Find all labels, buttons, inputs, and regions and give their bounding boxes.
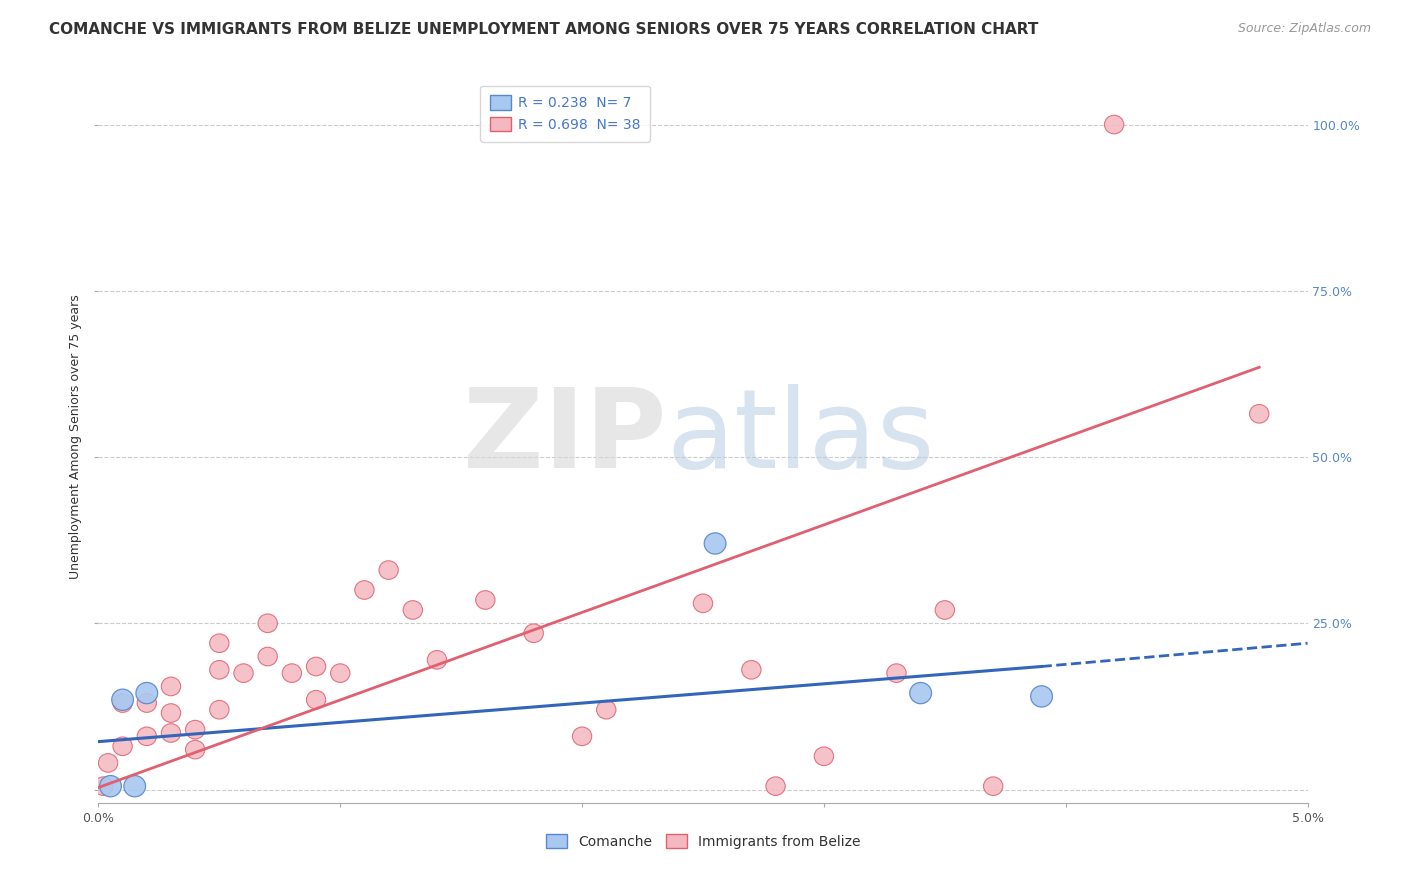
Ellipse shape <box>307 657 326 676</box>
Ellipse shape <box>935 600 955 619</box>
Ellipse shape <box>259 648 277 665</box>
Ellipse shape <box>209 700 229 719</box>
Ellipse shape <box>380 561 398 580</box>
Text: ZIP: ZIP <box>464 384 666 491</box>
Ellipse shape <box>138 694 156 713</box>
Ellipse shape <box>1105 115 1123 134</box>
Ellipse shape <box>404 600 422 619</box>
Ellipse shape <box>259 614 277 632</box>
Text: atlas: atlas <box>666 384 935 491</box>
Ellipse shape <box>100 775 121 797</box>
Ellipse shape <box>742 660 761 679</box>
Ellipse shape <box>814 747 834 765</box>
Text: COMANCHE VS IMMIGRANTS FROM BELIZE UNEMPLOYMENT AMONG SENIORS OVER 75 YEARS CORR: COMANCHE VS IMMIGRANTS FROM BELIZE UNEMP… <box>49 22 1039 37</box>
Ellipse shape <box>111 690 134 710</box>
Ellipse shape <box>209 634 229 653</box>
Ellipse shape <box>1250 404 1268 423</box>
Ellipse shape <box>1031 686 1053 707</box>
Ellipse shape <box>910 682 932 704</box>
Ellipse shape <box>162 704 180 723</box>
Ellipse shape <box>138 727 156 746</box>
Ellipse shape <box>427 650 447 669</box>
Ellipse shape <box>186 740 205 759</box>
Ellipse shape <box>524 624 543 642</box>
Ellipse shape <box>596 700 616 719</box>
Ellipse shape <box>124 775 146 797</box>
Ellipse shape <box>209 660 229 679</box>
Ellipse shape <box>283 664 301 682</box>
Ellipse shape <box>704 533 725 554</box>
Ellipse shape <box>136 682 157 704</box>
Ellipse shape <box>162 677 180 696</box>
Ellipse shape <box>475 591 495 609</box>
Ellipse shape <box>330 664 350 682</box>
Ellipse shape <box>354 581 374 599</box>
Legend: Comanche, Immigrants from Belize: Comanche, Immigrants from Belize <box>540 829 866 855</box>
Ellipse shape <box>186 721 205 739</box>
Y-axis label: Unemployment Among Seniors over 75 years: Unemployment Among Seniors over 75 years <box>69 294 83 580</box>
Ellipse shape <box>693 594 713 613</box>
Ellipse shape <box>162 723 180 742</box>
Ellipse shape <box>233 664 253 682</box>
Ellipse shape <box>572 727 592 746</box>
Ellipse shape <box>112 737 132 756</box>
Ellipse shape <box>887 664 905 682</box>
Ellipse shape <box>98 754 118 772</box>
Ellipse shape <box>984 777 1002 796</box>
Text: Source: ZipAtlas.com: Source: ZipAtlas.com <box>1237 22 1371 36</box>
Ellipse shape <box>112 694 132 713</box>
Ellipse shape <box>94 777 112 796</box>
Ellipse shape <box>307 690 326 709</box>
Ellipse shape <box>766 777 785 796</box>
